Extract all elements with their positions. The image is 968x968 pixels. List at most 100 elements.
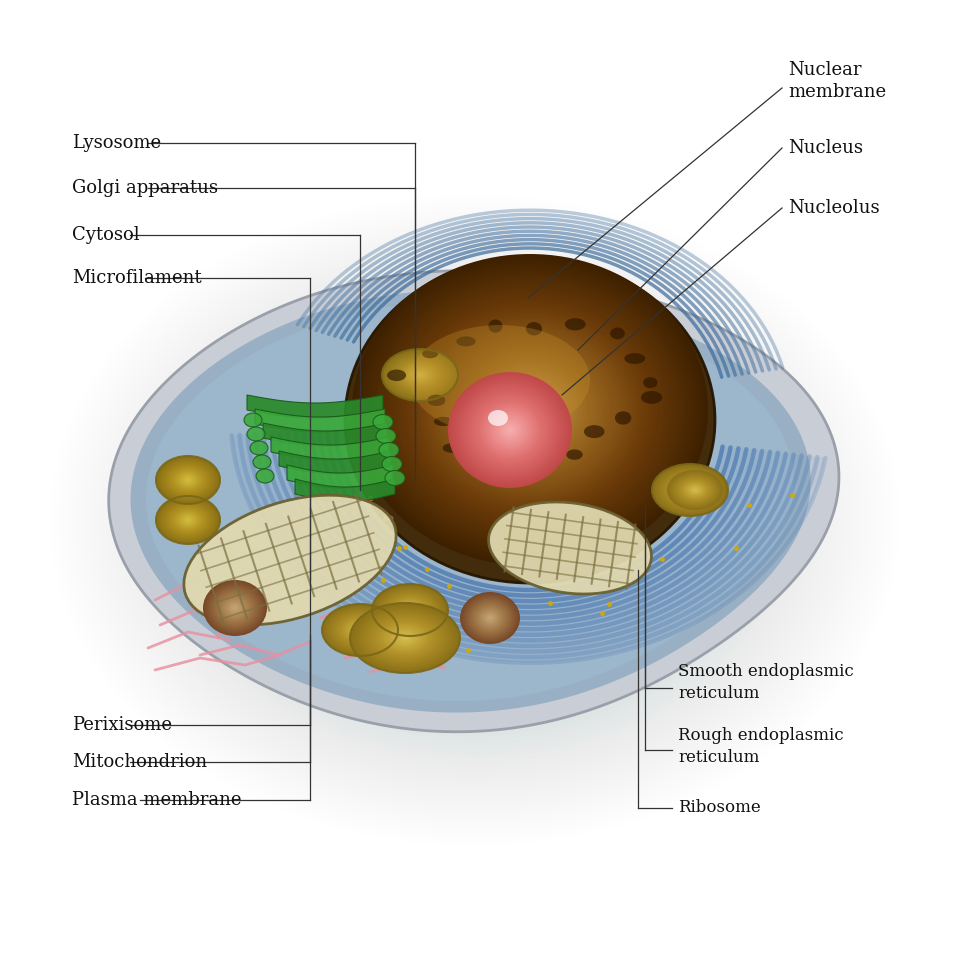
Ellipse shape bbox=[157, 497, 219, 543]
Ellipse shape bbox=[661, 470, 719, 510]
Ellipse shape bbox=[185, 518, 192, 523]
Text: Smooth endoplasmic: Smooth endoplasmic bbox=[678, 663, 854, 681]
Ellipse shape bbox=[680, 479, 711, 501]
Ellipse shape bbox=[184, 517, 193, 523]
Ellipse shape bbox=[407, 366, 434, 384]
Ellipse shape bbox=[372, 617, 438, 659]
Ellipse shape bbox=[671, 473, 719, 507]
Ellipse shape bbox=[489, 410, 531, 450]
Ellipse shape bbox=[499, 419, 521, 440]
Ellipse shape bbox=[683, 482, 707, 498]
Ellipse shape bbox=[174, 509, 202, 530]
Polygon shape bbox=[231, 435, 826, 663]
Ellipse shape bbox=[392, 630, 418, 647]
Ellipse shape bbox=[397, 359, 442, 391]
Ellipse shape bbox=[668, 471, 721, 509]
Polygon shape bbox=[263, 423, 387, 446]
Ellipse shape bbox=[476, 399, 543, 462]
Ellipse shape bbox=[452, 376, 568, 485]
Polygon shape bbox=[295, 479, 395, 502]
Ellipse shape bbox=[495, 378, 565, 441]
Ellipse shape bbox=[408, 367, 432, 383]
Ellipse shape bbox=[352, 254, 708, 566]
Ellipse shape bbox=[474, 396, 546, 464]
Ellipse shape bbox=[384, 592, 436, 627]
Ellipse shape bbox=[487, 408, 533, 452]
Ellipse shape bbox=[184, 496, 396, 624]
Polygon shape bbox=[146, 301, 794, 701]
Ellipse shape bbox=[457, 380, 563, 480]
Ellipse shape bbox=[372, 584, 448, 636]
Ellipse shape bbox=[166, 503, 210, 537]
Ellipse shape bbox=[398, 633, 412, 643]
Ellipse shape bbox=[345, 620, 376, 641]
Ellipse shape bbox=[499, 382, 561, 438]
Ellipse shape bbox=[510, 392, 550, 428]
Polygon shape bbox=[303, 432, 754, 613]
Ellipse shape bbox=[223, 597, 248, 620]
Polygon shape bbox=[256, 434, 802, 646]
Ellipse shape bbox=[204, 582, 265, 635]
Ellipse shape bbox=[461, 383, 560, 476]
Ellipse shape bbox=[173, 509, 203, 531]
Ellipse shape bbox=[401, 297, 659, 523]
Ellipse shape bbox=[391, 355, 449, 395]
Ellipse shape bbox=[165, 502, 211, 537]
Ellipse shape bbox=[326, 607, 393, 652]
Polygon shape bbox=[239, 435, 817, 657]
Ellipse shape bbox=[482, 452, 503, 466]
Ellipse shape bbox=[428, 320, 632, 499]
Ellipse shape bbox=[355, 607, 455, 670]
Ellipse shape bbox=[475, 605, 505, 631]
Ellipse shape bbox=[228, 602, 241, 614]
Ellipse shape bbox=[162, 460, 215, 500]
Ellipse shape bbox=[394, 631, 416, 645]
Ellipse shape bbox=[450, 340, 610, 480]
Ellipse shape bbox=[351, 604, 458, 672]
Ellipse shape bbox=[370, 270, 690, 551]
Ellipse shape bbox=[437, 328, 623, 492]
Ellipse shape bbox=[459, 382, 560, 477]
Ellipse shape bbox=[350, 603, 460, 673]
Text: membrane: membrane bbox=[788, 83, 886, 101]
Ellipse shape bbox=[176, 471, 199, 489]
Ellipse shape bbox=[231, 605, 238, 611]
Ellipse shape bbox=[674, 475, 716, 505]
Ellipse shape bbox=[367, 614, 443, 662]
Ellipse shape bbox=[365, 613, 445, 664]
Ellipse shape bbox=[692, 488, 698, 492]
Ellipse shape bbox=[512, 394, 548, 426]
Polygon shape bbox=[312, 432, 746, 607]
Ellipse shape bbox=[386, 352, 453, 398]
Ellipse shape bbox=[213, 589, 257, 627]
Ellipse shape bbox=[398, 602, 422, 619]
Ellipse shape bbox=[468, 355, 592, 465]
Ellipse shape bbox=[369, 615, 441, 661]
Ellipse shape bbox=[479, 365, 581, 455]
Ellipse shape bbox=[495, 416, 525, 444]
Ellipse shape bbox=[480, 402, 540, 458]
Ellipse shape bbox=[385, 351, 455, 399]
Ellipse shape bbox=[686, 484, 704, 496]
Polygon shape bbox=[263, 434, 794, 641]
Ellipse shape bbox=[387, 370, 407, 381]
Ellipse shape bbox=[469, 392, 551, 469]
Ellipse shape bbox=[418, 374, 421, 376]
Ellipse shape bbox=[653, 465, 726, 515]
Ellipse shape bbox=[375, 586, 445, 634]
Ellipse shape bbox=[370, 616, 439, 660]
Ellipse shape bbox=[385, 284, 675, 536]
Ellipse shape bbox=[181, 514, 196, 526]
Ellipse shape bbox=[393, 356, 447, 394]
Ellipse shape bbox=[250, 441, 268, 455]
Ellipse shape bbox=[349, 622, 371, 637]
Ellipse shape bbox=[328, 608, 392, 651]
Ellipse shape bbox=[414, 309, 646, 511]
Ellipse shape bbox=[682, 481, 708, 499]
Ellipse shape bbox=[361, 261, 699, 559]
Ellipse shape bbox=[492, 412, 529, 447]
Ellipse shape bbox=[386, 626, 423, 650]
Ellipse shape bbox=[447, 338, 613, 482]
Ellipse shape bbox=[449, 373, 571, 487]
Ellipse shape bbox=[454, 344, 606, 476]
